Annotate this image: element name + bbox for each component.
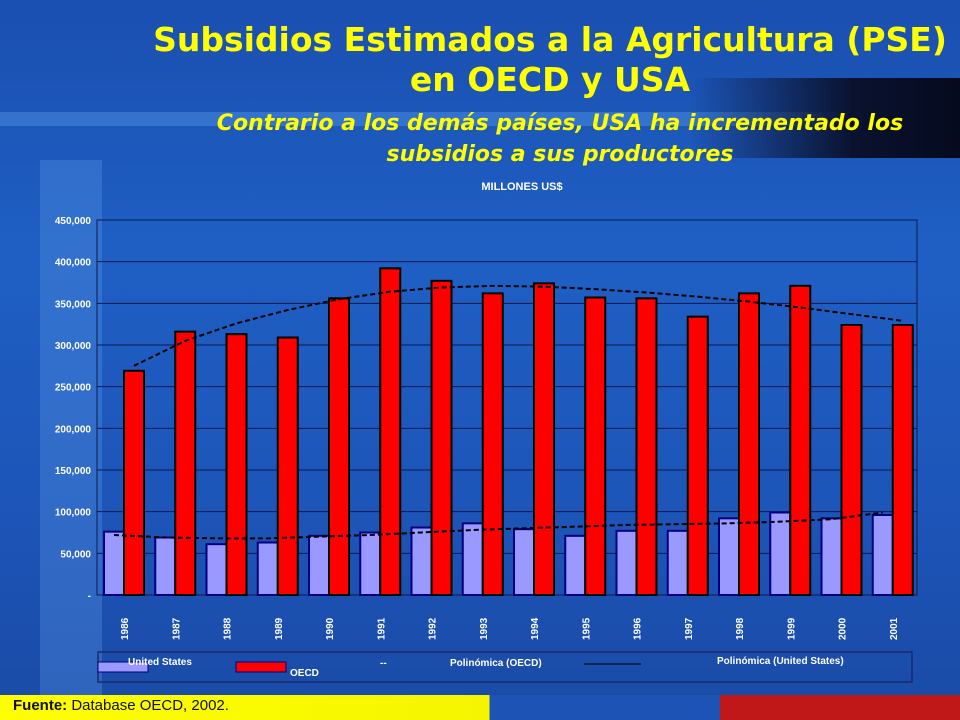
decorative-strip — [40, 160, 102, 695]
chart-legend: United States OECD -- Polinómica (OECD) … — [97, 651, 913, 683]
bar-united-states — [154, 536, 177, 596]
footer-bar — [0, 695, 960, 720]
slide-subtitle-line2: subsidios a sus productores — [386, 142, 734, 167]
bar-united-states — [205, 543, 228, 597]
x-tick-label: 1996 — [633, 617, 644, 640]
bar-oecd — [738, 292, 760, 596]
legend-swatch-oecd — [235, 661, 287, 673]
bar-oecd — [174, 330, 197, 596]
bar-oecd — [481, 292, 504, 596]
source-label: Fuente: — [13, 697, 68, 714]
x-tick-label: 1992 — [428, 617, 439, 640]
legend-swatch-us — [97, 661, 149, 673]
legend-label-us: United States — [128, 657, 192, 668]
y-tick-label: 200,000 — [55, 424, 92, 435]
y-tick-label: 250,000 — [55, 383, 92, 394]
bar-oecd — [789, 284, 812, 596]
x-tick-label: 1991 — [376, 617, 387, 640]
slide-title-line2: en OECD y USA — [409, 60, 691, 99]
y-tick-label: 300,000 — [55, 341, 92, 352]
x-tick-label: 1986 — [120, 617, 131, 640]
bar-oecd — [379, 267, 402, 596]
x-axis-ticks: 1986 1987 1988 1989 1990 1991 1992 1993 1994 1995… — [120, 617, 900, 640]
bar-oecd — [328, 297, 350, 596]
y-tick-label: 100,000 — [55, 508, 92, 519]
bar-united-states — [410, 526, 433, 596]
trendline-united-states — [113, 511, 883, 540]
bar-united-states — [769, 511, 792, 596]
slide-subtitle: Contrario a los demás países, USA ha inc… — [160, 108, 960, 170]
bar-united-states — [564, 534, 587, 596]
trendline-oecd — [133, 284, 903, 367]
x-tick-label: 1994 — [530, 617, 541, 640]
bar-oecd — [430, 279, 453, 596]
bar-united-states — [359, 531, 382, 596]
x-tick-label: 1987 — [171, 617, 182, 640]
x-tick-label: 1995 — [581, 617, 592, 640]
decorative-dark-block — [690, 78, 960, 158]
bar-oecd — [533, 282, 555, 596]
source-note: Fuente: Database OECD, 2002. — [13, 697, 229, 714]
x-tick-label: 1999 — [786, 617, 797, 640]
y-tick-label: 400,000 — [55, 258, 92, 269]
x-tick-label: 1993 — [479, 617, 490, 640]
x-tick-label: 1997 — [684, 617, 695, 640]
bar-united-states — [615, 529, 638, 596]
legend-dash-marker: -- — [380, 658, 387, 669]
slide-title-line1: Subsidios Estimados a la Agricultura (PS… — [153, 20, 947, 59]
chart-title: MILLONES US$ — [481, 181, 562, 193]
y-tick-label: 150,000 — [55, 466, 92, 477]
x-tick-label: 1989 — [274, 617, 285, 640]
bar-united-states — [461, 522, 484, 596]
x-tick-label: 2001 — [889, 617, 900, 640]
bar-oecd — [686, 315, 709, 596]
bar-united-states — [256, 541, 279, 596]
bar-united-states — [513, 528, 535, 597]
x-tick-label: 1988 — [223, 617, 234, 640]
bar-oecd — [584, 296, 607, 596]
slide-title: Subsidios Estimados a la Agricultura (PS… — [140, 20, 960, 100]
y-tick-label: - — [88, 591, 91, 602]
y-tick-label: 450,000 — [55, 216, 92, 227]
bar-oecd — [123, 369, 145, 597]
bar-oecd — [276, 336, 299, 596]
y-tick-label: 50,000 — [60, 549, 91, 560]
y-tick-label: 350,000 — [55, 299, 92, 310]
x-tick-label: 2000 — [838, 617, 849, 640]
x-tick-label: 1998 — [735, 617, 746, 640]
chart-trendlines — [113, 284, 903, 540]
bar-oecd — [891, 324, 914, 596]
bar-united-states — [820, 517, 843, 596]
bar-united-states — [308, 534, 330, 596]
legend-label-oecd: OECD — [290, 668, 319, 679]
legend-label-poly-oecd: Polinómica (OECD) — [450, 658, 542, 669]
x-tick-label: 1990 — [325, 617, 336, 640]
bar-united-states — [718, 517, 740, 596]
source-text: Database OECD, 2002. — [67, 697, 229, 714]
slide-subtitle-line1: Contrario a los demás países, USA ha inc… — [216, 111, 904, 136]
chart-bars — [103, 267, 914, 597]
legend-label-poly-us: Polinómica (United States) — [717, 656, 844, 667]
bar-oecd — [840, 324, 863, 596]
bar-united-states — [666, 529, 689, 596]
bar-united-states — [871, 514, 894, 596]
bar-oecd — [635, 297, 658, 596]
bar-united-states — [103, 530, 125, 597]
y-axis-ticks: - 50,000 100,000 150,000 200,000 250,000 300,0… — [55, 216, 92, 602]
bar-oecd — [225, 333, 248, 596]
